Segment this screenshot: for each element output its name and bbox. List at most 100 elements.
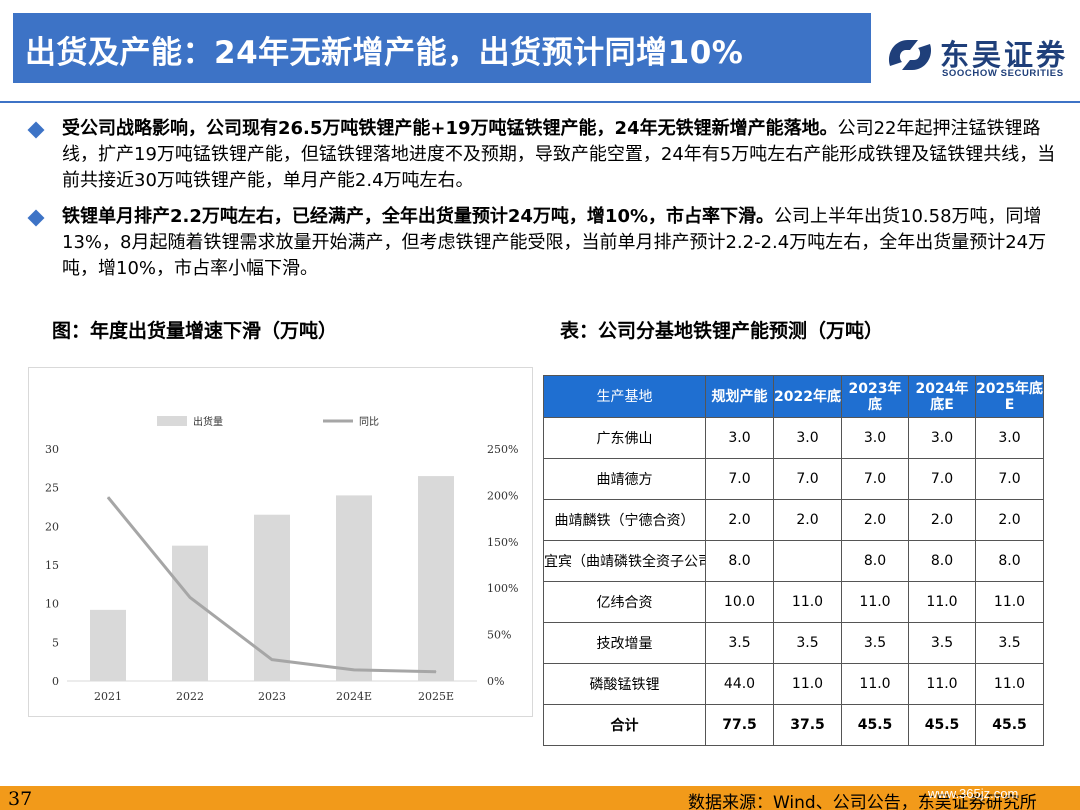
data-source: 数据来源：Wind、公司公告，东吴证券研究所 xyxy=(688,793,1037,810)
table-cell: 2.0 xyxy=(975,499,1044,541)
y-tick-label: 25 xyxy=(45,482,59,495)
bullet-paragraph-1: 受公司战略影响，公司现有26.5万吨铁锂产能+19万吨锰铁锂产能，24年无铁锂新… xyxy=(27,116,1062,194)
table-header-row: 生产基地 规划产能 2022年底 2023年底 2024年底E 2025年底E xyxy=(543,375,1044,418)
chart-title: 图：年度出货量增速下滑（万吨） xyxy=(52,320,338,342)
table-cell: 45.5 xyxy=(841,704,909,746)
yoy-point xyxy=(435,671,437,673)
bullet-1-bold: 受公司战略影响，公司现有26.5万吨铁锂产能+19万吨锰铁锂产能，24年无铁锂新… xyxy=(62,118,838,139)
table-cell: 3.5 xyxy=(773,622,842,664)
bullet-paragraph-2: 铁锂单月排产2.2万吨左右，已经满产，全年出货量预计24万吨，增10%，市占率下… xyxy=(27,204,1062,282)
y2-tick-label: 50% xyxy=(487,629,511,642)
table-cell: 3.5 xyxy=(975,622,1044,664)
bar xyxy=(336,495,372,681)
table-cell: 磷酸锰铁锂 xyxy=(543,663,706,705)
table-cell: 11.0 xyxy=(908,581,976,623)
shipment-chart: 出货量 同比 0 5 10 15 20 25 30 0% 50% 100% 150% 200% 250% 20… xyxy=(28,367,533,717)
table-cell: 7.0 xyxy=(975,458,1044,500)
table-cell: 8.0 xyxy=(975,540,1044,582)
table-cell: 亿纬合资 xyxy=(543,581,706,623)
table-row: 亿纬合资 10.0 11.0 11.0 11.0 11.0 xyxy=(543,581,1044,623)
table-row: 磷酸锰铁锂 44.0 11.0 11.0 11.0 11.0 xyxy=(543,663,1044,705)
y2-tick-label: 250% xyxy=(487,443,518,456)
legend-bar-label: 出货量 xyxy=(193,415,223,428)
table-cell: 2.0 xyxy=(705,499,774,541)
page-number: 37 xyxy=(8,788,33,810)
table-cell: 7.0 xyxy=(908,458,976,500)
table-cell: 3.0 xyxy=(908,417,976,459)
table-cell: 7.0 xyxy=(705,458,774,500)
diamond-bullet-icon xyxy=(27,121,45,139)
legend-bar-swatch xyxy=(157,416,187,426)
table-cell: 广东佛山 xyxy=(543,417,706,459)
table-cell: 8.0 xyxy=(908,540,976,582)
table-cell: 45.5 xyxy=(975,704,1044,746)
header-divider xyxy=(0,101,1080,103)
x-tick-label: 2025E xyxy=(418,690,454,703)
y-tick-label: 30 xyxy=(45,443,59,456)
shipment-chart-svg: 出货量 同比 0 5 10 15 20 25 30 0% 50% 100% 150% 200% 250% 20… xyxy=(45,415,518,703)
table-cell: 11.0 xyxy=(841,663,909,705)
table-cell: 3.0 xyxy=(705,417,774,459)
x-tick-label: 2023 xyxy=(258,690,286,703)
table-row: 曲靖德方 7.0 7.0 7.0 7.0 7.0 xyxy=(543,458,1044,500)
table-cell: 45.5 xyxy=(908,704,976,746)
page-title: 出货及产能：24年无新增产能，出货预计同增10% xyxy=(25,35,744,71)
x-tick-label: 2022 xyxy=(176,690,204,703)
table-cell: 10.0 xyxy=(705,581,774,623)
y-tick-label: 5 xyxy=(52,636,59,649)
y2-tick-label: 150% xyxy=(487,536,518,549)
yoy-point xyxy=(189,596,191,598)
logo-text-en: SOOCHOW SECURITIES xyxy=(942,68,1064,79)
y-tick-label: 10 xyxy=(45,598,59,611)
table-cell: 3.0 xyxy=(975,417,1044,459)
y-tick-label: 0 xyxy=(52,675,59,688)
table-row: 曲靖麟铁（宁德合资） 2.0 2.0 2.0 2.0 2.0 xyxy=(543,499,1044,541)
table-title: 表：公司分基地铁锂产能预测（万吨） xyxy=(560,320,884,342)
table-header-cell: 生产基地 xyxy=(543,375,706,418)
table-cell: 2.0 xyxy=(841,499,909,541)
yoy-point xyxy=(271,659,273,661)
table-cell: 11.0 xyxy=(975,663,1044,705)
table-cell: 曲靖麟铁（宁德合资） xyxy=(543,499,706,541)
table-header-cell: 规划产能 xyxy=(705,375,774,418)
table-cell: 11.0 xyxy=(841,581,909,623)
company-logo: 东吴证券 SOOCHOW SECURITIES xyxy=(884,30,1074,84)
y2-tick-label: 200% xyxy=(487,489,518,502)
bullet-2-bold: 铁锂单月排产2.2万吨左右，已经满产，全年出货量预计24万吨，增10%，市占率下… xyxy=(62,206,775,227)
table-cell: 8.0 xyxy=(705,540,774,582)
table-cell: 3.0 xyxy=(841,417,909,459)
watermark: www.365jz.com xyxy=(928,786,1019,801)
yoy-point xyxy=(107,496,109,498)
table-header-cell: 2022年底 xyxy=(773,375,842,418)
table-cell: 77.5 xyxy=(705,704,774,746)
table-cell: 11.0 xyxy=(773,581,842,623)
diamond-bullet-icon xyxy=(27,209,45,227)
soochow-logo-icon xyxy=(888,37,932,73)
table-cell: 11.0 xyxy=(975,581,1044,623)
table-row: 广东佛山 3.0 3.0 3.0 3.0 3.0 xyxy=(543,417,1044,459)
table-header-cell: 2024年底E xyxy=(908,375,976,418)
table-cell: 11.0 xyxy=(773,663,842,705)
table-cell: 11.0 xyxy=(908,663,976,705)
table-cell: 7.0 xyxy=(773,458,842,500)
table-cell: 合计 xyxy=(543,704,706,746)
table-cell: 3.5 xyxy=(705,622,774,664)
bar xyxy=(418,476,454,681)
table-cell: 3.5 xyxy=(841,622,909,664)
bullet-1-text: 公司22年起押注锰铁锂路线，扩产19万吨锰铁锂产能，但锰铁锂落地进度不及预期，导… xyxy=(62,118,1056,191)
table-header-cell: 2023年底 xyxy=(841,375,909,418)
table-cell: 3.5 xyxy=(908,622,976,664)
table-cell: 宜宾（曲靖磷铁全资子公司 xyxy=(543,540,706,582)
table-cell: 44.0 xyxy=(705,663,774,705)
yoy-point xyxy=(353,669,355,671)
table-cell: 7.0 xyxy=(841,458,909,500)
logo-text-cn: 东吴证券 xyxy=(940,38,1069,72)
y-tick-label: 20 xyxy=(45,520,59,533)
table-cell: 曲靖德方 xyxy=(543,458,706,500)
y-tick-label: 15 xyxy=(45,559,59,572)
x-tick-label: 2021 xyxy=(94,690,122,703)
table-cell xyxy=(773,540,842,582)
bullet-2-text: 公司上半年出货10.58万吨，同增13%，8月起随着铁锂需求放量开始满产，但考虑… xyxy=(62,206,1047,279)
bar xyxy=(254,514,290,681)
table-row: 合计 77.5 37.5 45.5 45.5 45.5 xyxy=(543,704,1044,746)
